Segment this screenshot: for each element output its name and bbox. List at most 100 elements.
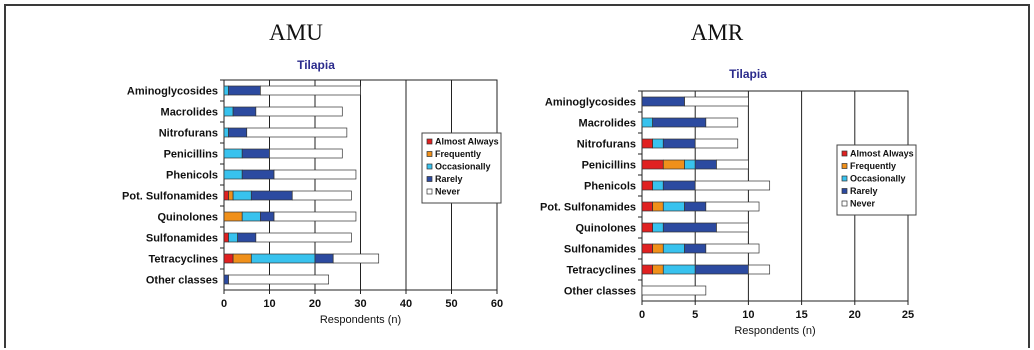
amr-bar-segment xyxy=(641,96,685,107)
amr-category-label: Pot. Sulfonamides xyxy=(540,202,636,214)
amr-bar-segment xyxy=(662,264,696,275)
amu-chart: Tilapia 0 10 20 30 40 50 60 Aminoglycosides Macr… xyxy=(122,58,503,326)
amr-bar-segment xyxy=(684,159,696,170)
amr-category-label: Aminoglycosides xyxy=(545,97,636,109)
amr-bar-segment xyxy=(748,264,771,275)
amr-bar-segment xyxy=(641,138,653,149)
amu-bar-segment xyxy=(273,169,357,180)
amu-category-label: Phenicols xyxy=(166,170,218,182)
amr-bar-segment xyxy=(641,180,653,191)
amu-bar-segment xyxy=(232,253,252,264)
amu-category-label: Quinolones xyxy=(158,212,219,224)
amr-tick-label: 20 xyxy=(849,309,861,321)
amu-tick-label: 10 xyxy=(263,298,275,310)
amu-bar-segment xyxy=(223,127,229,138)
amr-x-axis-label: Respondents (n) xyxy=(734,325,815,337)
amr-bar-segment xyxy=(652,117,707,128)
amr-bar-segment xyxy=(652,138,664,149)
amu-legend-label: Occasionally xyxy=(435,162,491,172)
amu-category-label: Penicillins xyxy=(164,149,218,161)
amu-bar-segment xyxy=(228,274,330,285)
amu-bar-segment xyxy=(228,85,261,96)
amr-legend-label: Frequently xyxy=(850,161,896,171)
amu-bar-segment xyxy=(228,127,248,138)
amr-legend-label: Never xyxy=(850,199,876,209)
amr-tick-label: 15 xyxy=(795,309,807,321)
amu-bar-segment xyxy=(269,148,343,159)
amr-bar-segment xyxy=(694,264,749,275)
amu-bar-segment xyxy=(246,127,348,138)
amu-legend-swatch xyxy=(426,163,433,170)
amu-category-label: Macrolides xyxy=(161,107,218,119)
amr-legend-swatch xyxy=(841,163,848,169)
amr-bar-segment xyxy=(652,222,664,233)
amr-bar-segment xyxy=(662,222,717,233)
amr-bar-segment xyxy=(694,138,739,149)
amr-legend-label: Rarely xyxy=(850,186,878,196)
amu-x-axis-label: Respondents (n) xyxy=(320,314,401,326)
amr-bar-segment xyxy=(662,180,696,191)
amu-bar-segment xyxy=(241,148,270,159)
amr-bar-segment xyxy=(641,243,653,254)
amu-legend-label: Rarely xyxy=(435,174,463,184)
amu-legend xyxy=(421,132,502,204)
amu-tick-label: 30 xyxy=(354,298,366,310)
amu-bar-segment xyxy=(255,106,343,117)
amu-bar-segment xyxy=(314,253,334,264)
amr-bar-segment xyxy=(641,159,664,170)
amu-legend-swatch xyxy=(426,151,433,157)
amr-bar-segment xyxy=(694,159,717,170)
amu-bar-segment xyxy=(241,169,275,180)
amr-category-label: Tetracyclines xyxy=(566,265,636,277)
amr-heading: AMR xyxy=(691,20,744,45)
amu-category-label: Sulfonamides xyxy=(146,233,218,245)
amr-category-label: Penicillins xyxy=(582,160,636,172)
amr-legend-swatch xyxy=(841,150,848,157)
amr-legend-label: Almost Always xyxy=(850,149,914,159)
amr-bar-segment xyxy=(641,285,707,296)
amu-legend-label: Almost Always xyxy=(435,137,499,147)
amr-bar-segment xyxy=(662,201,685,212)
amu-category-label: Tetracyclines xyxy=(148,254,218,266)
amr-tick-label: 10 xyxy=(742,309,754,321)
amu-legend-swatch xyxy=(426,138,433,145)
amu-bar-segment xyxy=(232,106,257,117)
amu-bar-segment xyxy=(223,253,234,264)
amu-bar-segment xyxy=(260,211,275,222)
amr-tick-label: 0 xyxy=(639,309,645,321)
amr-bar-segment xyxy=(641,201,653,212)
amr-bar-segment xyxy=(684,96,749,107)
amr-bar-segment xyxy=(662,243,685,254)
amr-legend-swatch xyxy=(841,200,848,207)
amr-bar-segment xyxy=(716,159,749,170)
amu-bar-segment xyxy=(241,211,261,222)
amu-bar-segment xyxy=(223,190,229,201)
amr-bar-segment xyxy=(684,243,707,254)
amr-bar-segment xyxy=(705,243,760,254)
amu-bar-segment xyxy=(223,274,229,285)
amr-tick-label: 5 xyxy=(692,309,698,321)
amu-bar-segment xyxy=(228,232,239,243)
amr-bar-segment xyxy=(652,243,664,254)
amu-legend-swatch xyxy=(426,176,433,182)
amu-bar-segment xyxy=(232,190,252,201)
amu-bar-segment xyxy=(250,190,293,201)
amu-bar-segment xyxy=(291,190,352,201)
amr-tick-label: 25 xyxy=(902,309,914,321)
amu-bar-segment xyxy=(255,232,352,243)
amu-bar-segment xyxy=(223,232,229,243)
amr-bar-segment xyxy=(684,201,707,212)
amu-tick-label: 50 xyxy=(445,298,457,310)
amu-category-label: Nitrofurans xyxy=(159,128,218,140)
amu-heading: AMU xyxy=(269,20,323,45)
amu-tick-label: 0 xyxy=(221,298,227,310)
amu-tick-label: 60 xyxy=(491,298,503,310)
amr-chart: Tilapia 0 5 10 15 20 25 Aminoglycosides Macroli… xyxy=(540,67,917,337)
amr-category-label: Phenicols xyxy=(584,181,636,193)
amu-bar-segment xyxy=(237,232,257,243)
amr-legend xyxy=(836,144,917,216)
amu-legend-swatch xyxy=(426,188,433,195)
amr-category-label: Nitrofurans xyxy=(577,139,636,151)
amu-bar-segment xyxy=(223,148,243,159)
